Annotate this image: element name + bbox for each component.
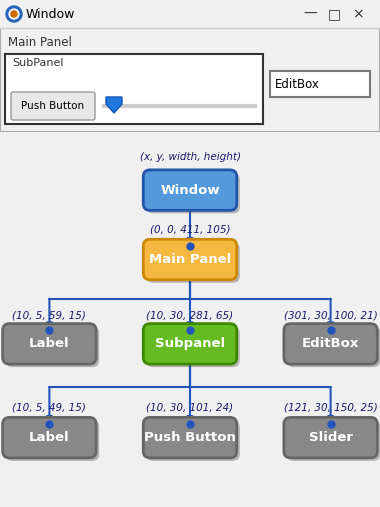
Text: —: —	[303, 7, 317, 21]
Text: (10, 5, 59, 15): (10, 5, 59, 15)	[13, 311, 86, 321]
FancyBboxPatch shape	[6, 327, 99, 367]
FancyBboxPatch shape	[143, 170, 237, 210]
FancyBboxPatch shape	[11, 92, 95, 120]
FancyBboxPatch shape	[3, 417, 96, 458]
FancyBboxPatch shape	[287, 327, 380, 367]
Bar	[5, 54, 263, 124]
Text: Push Button: Push Button	[21, 101, 85, 111]
Circle shape	[9, 9, 19, 19]
Text: Slider: Slider	[309, 431, 353, 444]
FancyBboxPatch shape	[146, 242, 240, 283]
Text: (10, 30, 281, 65): (10, 30, 281, 65)	[146, 311, 234, 321]
Circle shape	[6, 6, 22, 22]
Bar	[0, 0, 380, 28]
Text: (x, y, width, height): (x, y, width, height)	[139, 153, 241, 163]
Text: (121, 30, 150, 25): (121, 30, 150, 25)	[284, 403, 377, 413]
Text: (0, 0, 411, 105): (0, 0, 411, 105)	[150, 225, 230, 235]
FancyBboxPatch shape	[146, 327, 240, 367]
Text: (10, 30, 101, 24): (10, 30, 101, 24)	[146, 403, 234, 413]
Text: EditBox: EditBox	[275, 78, 320, 91]
Text: Main Panel: Main Panel	[149, 253, 231, 266]
FancyBboxPatch shape	[143, 239, 237, 280]
Text: Label: Label	[29, 431, 70, 444]
Polygon shape	[106, 97, 122, 113]
Text: Subpanel: Subpanel	[155, 337, 225, 350]
Text: Window: Window	[160, 184, 220, 197]
FancyBboxPatch shape	[146, 173, 240, 213]
Text: (10, 5, 49, 15): (10, 5, 49, 15)	[13, 403, 86, 413]
FancyBboxPatch shape	[284, 323, 377, 364]
Bar	[270, 71, 370, 97]
Text: □: □	[328, 7, 340, 21]
Text: SubPanel: SubPanel	[12, 58, 63, 68]
Text: (301, 30, 100, 21): (301, 30, 100, 21)	[284, 311, 377, 321]
FancyBboxPatch shape	[143, 323, 237, 364]
FancyBboxPatch shape	[6, 420, 99, 461]
Text: ×: ×	[352, 7, 364, 21]
Text: Push Button: Push Button	[144, 431, 236, 444]
FancyBboxPatch shape	[284, 417, 377, 458]
Text: Window: Window	[26, 8, 75, 20]
FancyBboxPatch shape	[3, 323, 96, 364]
Circle shape	[11, 11, 17, 17]
FancyBboxPatch shape	[287, 420, 380, 461]
Text: Label: Label	[29, 337, 70, 350]
Text: Main Panel: Main Panel	[8, 36, 72, 49]
FancyBboxPatch shape	[143, 417, 237, 458]
Text: EditBox: EditBox	[302, 337, 359, 350]
FancyBboxPatch shape	[146, 420, 240, 461]
